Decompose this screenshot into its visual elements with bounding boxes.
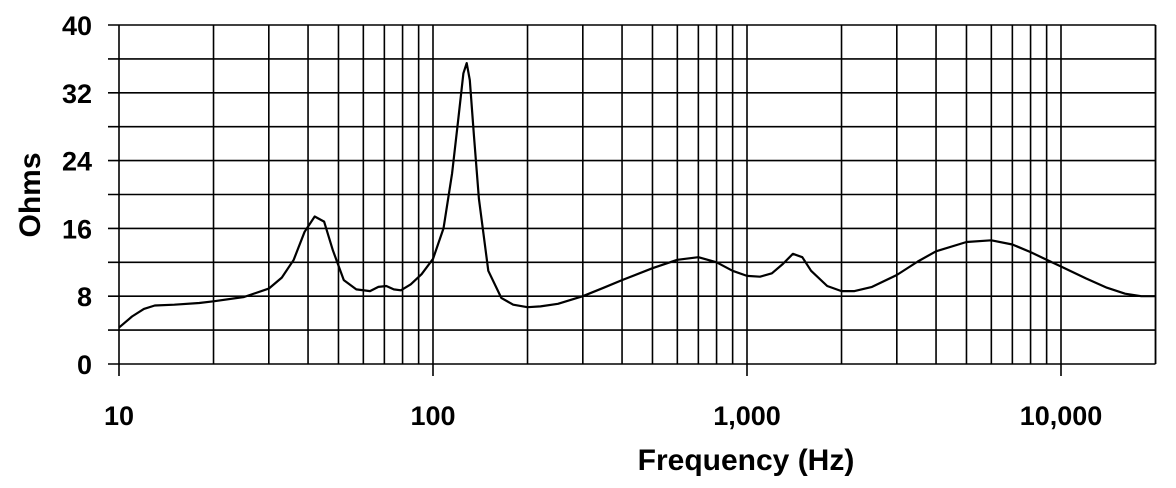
y-axis-label: Ohms xyxy=(14,152,47,237)
x-tick-label: 1,000 xyxy=(713,401,781,431)
x-tick-label: 10 xyxy=(104,401,134,431)
y-tick-label: 24 xyxy=(62,147,92,177)
y-tick-label: 16 xyxy=(62,214,92,244)
y-tick-label: 8 xyxy=(77,282,92,312)
grid-lines xyxy=(108,24,1157,376)
y-tick-label: 40 xyxy=(62,11,92,41)
y-tick-label: 32 xyxy=(62,79,92,109)
y-axis-ticks: 0 8 16 24 32 40 xyxy=(62,11,92,380)
y-tick-label: 0 xyxy=(77,350,92,380)
x-tick-label: 100 xyxy=(410,401,455,431)
x-axis-ticks: 10 100 1,000 10,000 xyxy=(104,401,1102,431)
impedance-curve xyxy=(118,62,1156,329)
x-tick-label: 10,000 xyxy=(1020,401,1103,431)
x-axis-label: Frequency (Hz) xyxy=(638,444,855,477)
